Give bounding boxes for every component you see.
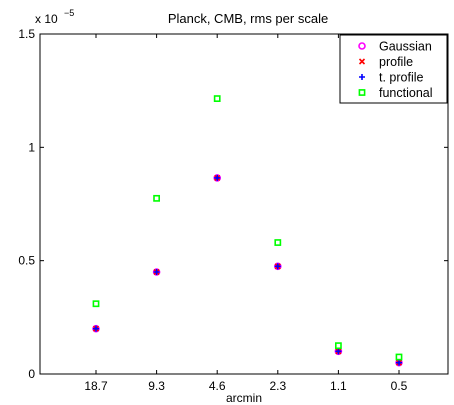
axis-ticks: 0 0.5 1 1.5 18.7 9.3 4.6 2.3 1.1 0.5 [18, 27, 448, 393]
y-scale-note: x 10 −5 [35, 8, 74, 26]
chart-title: Planck, CMB, rms per scale [168, 11, 328, 26]
y-scale-exponent: −5 [64, 8, 74, 18]
x-tick-label: 1.1 [330, 379, 347, 393]
x-tick-label: 0.5 [391, 379, 408, 393]
data-point-square-3 [274, 239, 282, 246]
y-tick-label: 0.5 [18, 254, 35, 268]
legend-entry-label: functional [379, 86, 433, 100]
x-axis-label: arcmin [226, 391, 262, 405]
legend-marker-plus [359, 74, 365, 80]
legend-entry-label: profile [379, 55, 413, 69]
data-point-plus-1 [153, 269, 160, 275]
legend-marker-circle [358, 42, 366, 50]
x-tick-label: 9.3 [148, 379, 165, 393]
data-point-plus-4 [335, 348, 342, 355]
x-tick-label: 2.3 [269, 379, 286, 393]
y-tick-label: 0 [28, 367, 35, 381]
data-point-square-5 [395, 353, 403, 361]
data-points [92, 95, 403, 367]
data-point-plus-0 [93, 325, 99, 332]
x-tick-label: 18.7 [84, 379, 108, 393]
data-point-square-0 [92, 300, 100, 308]
data-point-plus-3 [274, 263, 281, 270]
y-tick-label: 1 [28, 140, 35, 154]
legend-box [339, 34, 448, 104]
legend-marker-x [358, 58, 366, 65]
y-scale-base: x 10 [35, 12, 58, 26]
legend-entry-label: t. profile [379, 71, 424, 85]
data-point-plus-2 [214, 174, 221, 181]
x-tick-label: 4.6 [209, 379, 226, 393]
data-point-square-4 [334, 342, 342, 350]
data-point-square-1 [153, 194, 160, 202]
data-point-square-2 [213, 95, 221, 102]
data-point-plus-5 [396, 359, 402, 366]
y-tick-label: 1.5 [18, 27, 35, 41]
legend-marker-square [358, 89, 366, 96]
plot-area [39, 33, 449, 375]
legend-entry-label: Gaussian [379, 40, 432, 54]
